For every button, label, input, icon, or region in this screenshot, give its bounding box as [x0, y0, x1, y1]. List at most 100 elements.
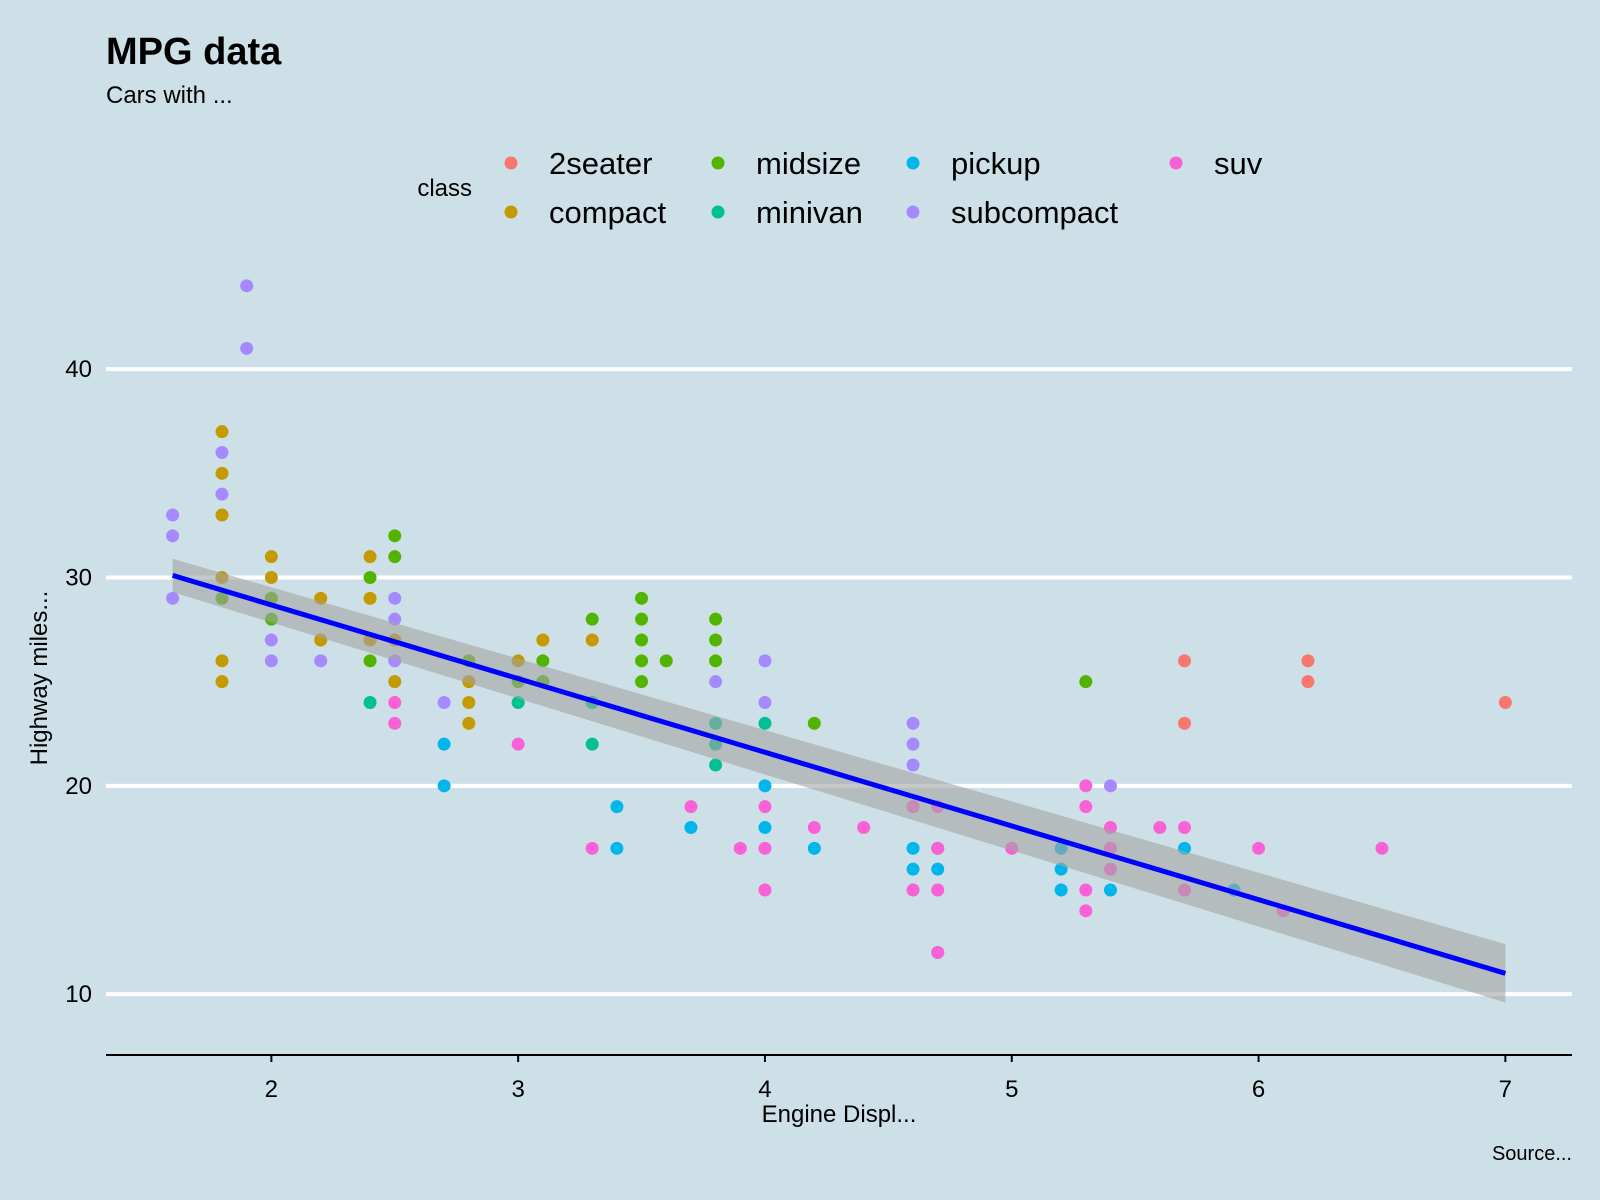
y-axis-label: Highway miles... [26, 591, 53, 766]
point-subcompact [388, 591, 402, 605]
point-pickup [931, 862, 945, 876]
point-midsize [1079, 675, 1093, 689]
point-pickup [906, 862, 920, 876]
confidence-band [172, 558, 1506, 1003]
point-minivan [585, 737, 599, 751]
point-pickup [758, 821, 772, 834]
point-subcompact [758, 696, 772, 709]
point-pickup [437, 737, 451, 751]
point-pickup [684, 821, 698, 834]
point-pickup [906, 841, 920, 855]
point-compact [215, 654, 229, 668]
point-suv [758, 841, 772, 855]
point-compact [585, 633, 599, 647]
x-tick-label: 7 [1499, 1076, 1512, 1103]
point-compact [215, 466, 229, 480]
point-suv [1375, 841, 1389, 855]
point-suv [1178, 821, 1192, 834]
point-suv [931, 841, 945, 855]
point-pickup [807, 841, 821, 855]
point-suv [1079, 779, 1093, 793]
x-tick-label: 5 [1005, 1076, 1018, 1103]
point-suv [388, 696, 402, 709]
point-subcompact [906, 758, 920, 772]
point-subcompact [906, 716, 920, 730]
point-midsize [709, 633, 723, 647]
point-midsize [363, 571, 377, 584]
point-pickup [437, 779, 451, 793]
point-pickup [758, 779, 772, 793]
legend-label-pickup: pickup [951, 146, 1041, 181]
point-midsize [807, 716, 821, 730]
point-suv [684, 800, 698, 814]
legend-label-compact: compact [549, 195, 667, 230]
point-2seater [1301, 675, 1315, 689]
point-midsize [635, 654, 649, 668]
y-tick-label: 20 [65, 773, 92, 800]
point-suv [1252, 841, 1266, 855]
point-suv [906, 883, 920, 897]
legend-key-subcompact [906, 205, 920, 219]
y-tick-label: 10 [65, 981, 92, 1008]
legend-label-subcompact: subcompact [951, 195, 1119, 230]
point-suv [931, 883, 945, 897]
fit-line-layer [171, 558, 1507, 1003]
point-suv [1153, 821, 1167, 834]
point-suv [511, 737, 525, 751]
fit-line [171, 573, 1507, 976]
point-compact [215, 425, 229, 439]
point-subcompact [709, 675, 723, 689]
legend-key-midsize [711, 156, 725, 170]
point-pickup [1054, 883, 1068, 897]
point-compact [462, 696, 476, 709]
point-subcompact [758, 654, 772, 668]
point-pickup [610, 841, 624, 855]
point-compact [388, 675, 402, 689]
point-compact [264, 550, 278, 564]
point-midsize [536, 654, 550, 668]
point-pickup [1103, 883, 1117, 897]
x-tick-label: 2 [265, 1076, 278, 1103]
point-subcompact [1103, 779, 1117, 793]
point-midsize [585, 612, 599, 626]
x-axis-label: Engine Displ... [762, 1101, 917, 1128]
point-midsize [635, 633, 649, 647]
point-compact [215, 675, 229, 689]
point-compact [462, 716, 476, 730]
point-midsize [388, 550, 402, 564]
point-subcompact [215, 446, 229, 459]
point-2seater [1498, 696, 1512, 709]
point-2seater [1178, 716, 1192, 730]
point-compact [363, 550, 377, 564]
point-subcompact [240, 341, 254, 355]
point-suv [931, 946, 945, 959]
point-subcompact [264, 633, 278, 647]
point-2seater [1301, 654, 1315, 668]
point-subcompact [215, 487, 229, 501]
x-axis-ticks: 2 3 4 5 6 7 [265, 1055, 1512, 1103]
y-axis-ticks: 10 20 30 40 [65, 356, 92, 1008]
caption: Source... [1492, 1143, 1572, 1165]
point-suv [1079, 904, 1093, 918]
point-suv [758, 800, 772, 814]
point-minivan [709, 758, 723, 772]
point-suv [857, 821, 871, 834]
point-subcompact [906, 737, 920, 751]
point-subcompact [166, 508, 180, 522]
y-tick-label: 30 [65, 565, 92, 592]
point-suv [733, 841, 747, 855]
point-midsize [363, 654, 377, 668]
point-compact [264, 571, 278, 584]
legend-key-minivan [711, 205, 725, 219]
point-midsize [388, 529, 402, 543]
legend-key-compact [504, 205, 518, 219]
point-midsize [709, 612, 723, 626]
gridlines [106, 367, 1572, 997]
point-compact [215, 508, 229, 522]
point-minivan [363, 696, 377, 709]
point-midsize [659, 654, 673, 668]
point-subcompact [240, 279, 254, 293]
legend-key-2seater [504, 156, 518, 170]
legend-label-suv: suv [1214, 146, 1263, 181]
